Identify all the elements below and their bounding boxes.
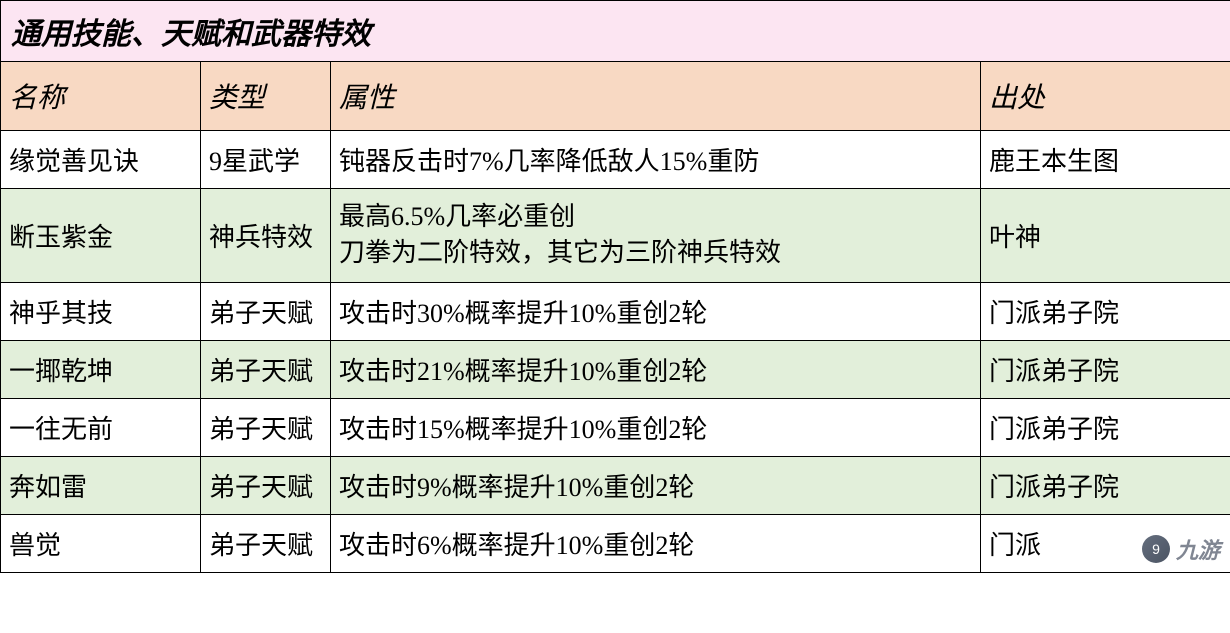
table-row: 兽觉 弟子天赋 攻击时6%概率提升10%重创2轮 门派 <box>1 514 1230 572</box>
table-row: 奔如雷 弟子天赋 攻击时9%概率提升10%重创2轮 门派弟子院 <box>1 456 1230 514</box>
cell-type: 弟子天赋 <box>201 398 331 456</box>
header-type: 类型 <box>201 62 331 131</box>
watermark-icon: 9 <box>1142 535 1170 563</box>
table-row: 神乎其技 弟子天赋 攻击时30%概率提升10%重创2轮 门派弟子院 <box>1 282 1230 340</box>
header-source: 出处 <box>981 62 1230 131</box>
cell-type: 9星武学 <box>201 131 331 189</box>
cell-name: 断玉紫金 <box>1 189 201 283</box>
cell-type: 弟子天赋 <box>201 514 331 572</box>
table-row: 一往无前 弟子天赋 攻击时15%概率提升10%重创2轮 门派弟子院 <box>1 398 1230 456</box>
cell-source: 门派弟子院 <box>981 398 1230 456</box>
cell-name: 缘觉善见诀 <box>1 131 201 189</box>
cell-attr: 攻击时15%概率提升10%重创2轮 <box>331 398 981 456</box>
watermark-text: 九游 <box>1176 533 1220 565</box>
header-row: 名称 类型 属性 出处 <box>1 62 1230 131</box>
table-row: 缘觉善见诀 9星武学 钝器反击时7%几率降低敌人15%重防 鹿王本生图 <box>1 131 1230 189</box>
skills-table-container: 通用技能、天赋和武器特效 名称 类型 属性 出处 缘觉善见诀 9星武学 钝器反击… <box>0 0 1230 573</box>
cell-source: 叶神 <box>981 189 1230 283</box>
cell-attr: 攻击时30%概率提升10%重创2轮 <box>331 282 981 340</box>
cell-source: 门派弟子院 <box>981 456 1230 514</box>
header-attr: 属性 <box>331 62 981 131</box>
cell-source: 门派弟子院 <box>981 282 1230 340</box>
cell-type: 神兵特效 <box>201 189 331 283</box>
table-title: 通用技能、天赋和武器特效 <box>1 1 1230 62</box>
title-row: 通用技能、天赋和武器特效 <box>1 1 1230 62</box>
cell-source: 鹿王本生图 <box>981 131 1230 189</box>
cell-name: 神乎其技 <box>1 282 201 340</box>
table-row: 断玉紫金 神兵特效 最高6.5%几率必重创 刀拳为二阶特效，其它为三阶神兵特效 … <box>1 189 1230 283</box>
header-name: 名称 <box>1 62 201 131</box>
table-body: 通用技能、天赋和武器特效 名称 类型 属性 出处 缘觉善见诀 9星武学 钝器反击… <box>1 1 1230 573</box>
skills-table: 通用技能、天赋和武器特效 名称 类型 属性 出处 缘觉善见诀 9星武学 钝器反击… <box>0 0 1230 573</box>
cell-name: 一揶乾坤 <box>1 340 201 398</box>
cell-source: 门派弟子院 <box>981 340 1230 398</box>
cell-type: 弟子天赋 <box>201 282 331 340</box>
cell-name: 一往无前 <box>1 398 201 456</box>
cell-type: 弟子天赋 <box>201 340 331 398</box>
cell-attr: 攻击时21%概率提升10%重创2轮 <box>331 340 981 398</box>
cell-name: 兽觉 <box>1 514 201 572</box>
watermark: 9 九游 <box>1142 533 1220 565</box>
cell-type: 弟子天赋 <box>201 456 331 514</box>
cell-attr: 钝器反击时7%几率降低敌人15%重防 <box>331 131 981 189</box>
table-row: 一揶乾坤 弟子天赋 攻击时21%概率提升10%重创2轮 门派弟子院 <box>1 340 1230 398</box>
cell-attr: 攻击时9%概率提升10%重创2轮 <box>331 456 981 514</box>
cell-attr: 攻击时6%概率提升10%重创2轮 <box>331 514 981 572</box>
cell-attr: 最高6.5%几率必重创 刀拳为二阶特效，其它为三阶神兵特效 <box>331 189 981 283</box>
cell-name: 奔如雷 <box>1 456 201 514</box>
